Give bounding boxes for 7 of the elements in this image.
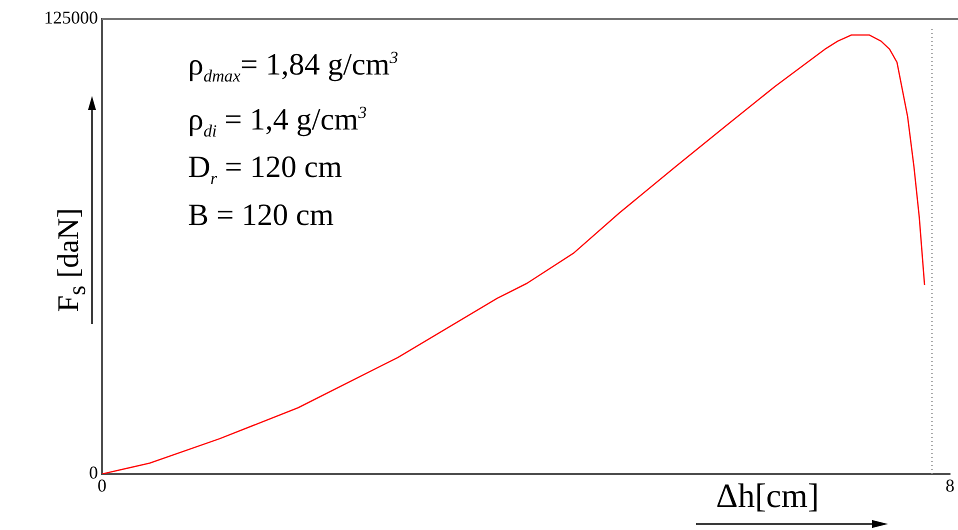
annotation: D$_{r}$ = 120 cm bbox=[188, 149, 344, 190]
annotation: ρ$_{di}$ = 1,4 g/cm$^{3}$ bbox=[188, 100, 368, 142]
annotation: B = 120 cm bbox=[188, 197, 335, 234]
annotation: ρ$_{dmax}$= 1,84 g/cm$^{3}$ bbox=[188, 45, 398, 88]
x-tick-label: 8 bbox=[946, 476, 954, 496]
x-axis-title: Δh[cm] bbox=[716, 478, 820, 516]
y-tick-label: 125000 bbox=[44, 8, 98, 28]
